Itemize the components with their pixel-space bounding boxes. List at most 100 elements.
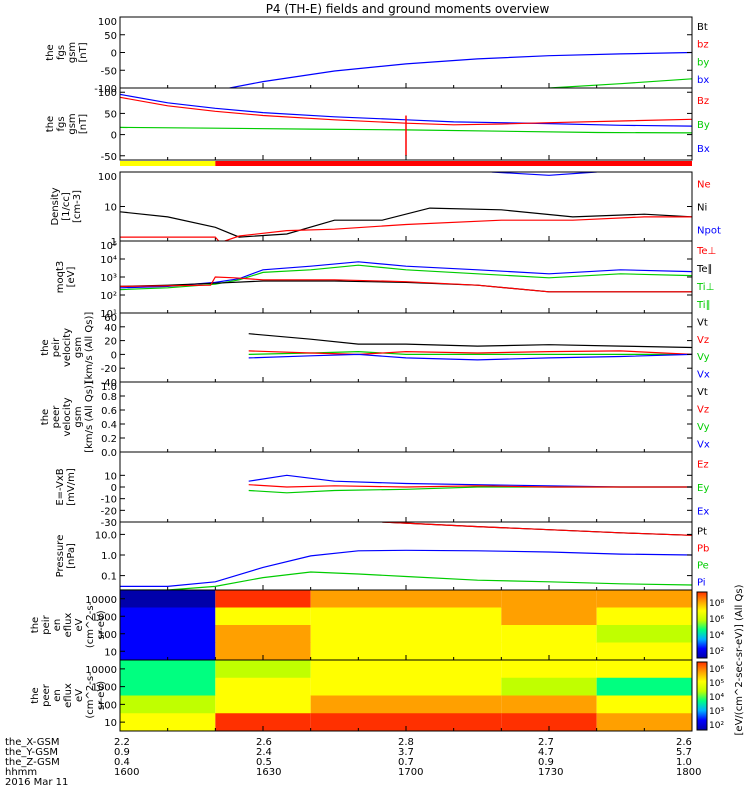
panel-7: E=-VxB[mV/m] 100-10-20-30 Ez Ey Ex: [55, 451, 709, 529]
y-axis-label: thepeirvelocitygsm[km/s (All Qs)]: [40, 312, 95, 384]
orbit-row-label: hhmm: [5, 767, 38, 778]
heatmap-cell: [215, 695, 311, 714]
colorbar-tick-label: 10⁸: [709, 599, 724, 609]
y-tick-label: 10000: [85, 665, 117, 676]
y-axis-label-line: peer: [51, 405, 62, 429]
panel-2: thefgsgsm[nT] 100 50 0 -50 Bz By Bx: [45, 87, 710, 166]
orbit-row: the_Y-GSM: [5, 748, 58, 758]
series-line-Vz: [248, 350, 692, 356]
legend-entry-Vx: Vx: [697, 439, 710, 450]
y-axis-label-line: eV: [74, 618, 85, 631]
y-axis-label-line: gsm: [67, 42, 78, 63]
legend-entry-By: By: [697, 120, 710, 131]
legend-entry-Pt: Pt: [697, 527, 707, 538]
legend-entry-Ni: Ni: [697, 203, 707, 214]
orbit-row-label: the_Z-GSM: [5, 757, 60, 768]
panel-frame: [119, 312, 693, 383]
y-tick-label: -50: [101, 152, 117, 163]
colorbar-tick-label: 10⁴: [709, 631, 724, 641]
heatmap-cell: [310, 590, 406, 608]
y-tick-label: -20: [101, 364, 117, 375]
panel-6: thepeervelocitygsm[km/s (All Qs)] 1.00.8 0…: [40, 381, 710, 459]
y-axis-label-line: eflux: [63, 683, 74, 708]
series-line-Ey: [248, 486, 692, 494]
series-group: [120, 172, 692, 241]
y-tick-label: -20: [101, 506, 117, 517]
panel-frame: [119, 381, 693, 453]
orbit-value: 2.2: [114, 737, 130, 748]
panel-9: thepeirenefluxeV(cm^2-s-sr-eV)1000010001…: [30, 589, 693, 661]
y-axis-label-line: fgs: [56, 45, 67, 60]
y-axis-label-line: en: [52, 619, 63, 632]
heatmap-cell: [596, 713, 692, 732]
legend-entry-by: by: [697, 57, 709, 68]
y-axis-label-line: (cm^2-s-: [85, 672, 96, 719]
orbit-value: 1700: [398, 767, 424, 778]
heatmap-cell: [120, 590, 216, 608]
heatmap-cell: [406, 625, 502, 643]
y-axis-label-line: the: [40, 339, 51, 355]
heatmap-cell: [406, 677, 502, 696]
orbit-value: 5.7: [676, 747, 692, 758]
orbit-value: 0.7: [398, 757, 414, 768]
heatmap-cell: [310, 660, 406, 679]
panel-frame: [119, 171, 693, 242]
y-tick-label: 10⁵: [100, 241, 117, 252]
y-axis-label-line: the: [45, 116, 56, 132]
y-tick-label: 10²: [100, 291, 117, 302]
orbit-value: 2.4: [256, 747, 272, 758]
y-axis-label-line: [1/cc]: [61, 192, 72, 221]
heatmap-cell: [596, 590, 692, 608]
orbit-value: 2.7: [538, 737, 554, 748]
colorbar-tick-label: 10²: [709, 721, 724, 731]
series-line-Ez: [248, 484, 692, 488]
orbit-row: the_Z-GSM: [5, 758, 60, 768]
series-group: [120, 522, 692, 590]
y-tick-label: 0.0: [101, 448, 117, 459]
y-axis-label-line: velocity: [62, 397, 73, 436]
y-tick-label: 100: [98, 172, 117, 183]
y-axis-label-line: eflux: [63, 613, 74, 638]
y-tick-label: 0: [111, 350, 117, 361]
series-line-Pb: [382, 522, 692, 536]
heatmap-cell: [406, 660, 502, 679]
series-line-by: [548, 78, 692, 88]
orbit-values: 2.2 0.9 0.4 1600: [114, 737, 139, 778]
legend-entry-bz: bz: [697, 40, 709, 51]
series-group: [120, 261, 692, 293]
heatmap-cell: [310, 713, 406, 732]
colorbar-tick-label: 10⁶: [709, 615, 724, 625]
heatmap-cell: [596, 660, 692, 679]
y-tick-label: 10: [104, 471, 117, 482]
legend-entry-Vz: Vz: [697, 335, 709, 346]
y-axis-label-line: peir: [41, 614, 52, 634]
legend-entry-Vx: Vx: [697, 369, 710, 380]
y-axis-label-line: sr-eV): [96, 610, 107, 639]
legend-entry-Vt: Vt: [697, 318, 708, 329]
orbit-value: 0.9: [538, 757, 554, 768]
y-axis-label-line: [nT]: [78, 114, 89, 134]
y-tick-label: 10¹: [100, 309, 117, 320]
y-axis-label: thepeerenefluxeV(cm^2-s-sr-eV): [30, 672, 107, 719]
y-tick-label: 10⁴: [100, 255, 117, 266]
legend-entry-Bz: Bz: [697, 96, 709, 107]
y-tick-label: 0.4: [101, 420, 117, 431]
orbit-value: 0.5: [256, 757, 272, 768]
series-line-Pi: [120, 549, 692, 588]
colorbar-label: [eV/(cm^2-sec-sr-eV)] (All Qs): [734, 584, 745, 735]
status-bar-segment: [120, 161, 216, 166]
y-axis-label-line: moqt3: [55, 261, 66, 294]
colorbar-tick-label: 10⁶: [709, 665, 724, 675]
y-tick-label: 10000: [85, 595, 117, 606]
y-tick-label: 100: [98, 17, 117, 28]
y-axis-label: E=-VxB[mV/m]: [55, 468, 77, 506]
y-axis-label-line: gsm: [67, 113, 78, 134]
heatmap-cell: [215, 590, 311, 608]
heatmap-cell: [120, 695, 216, 714]
orbit-value: 2.6: [676, 737, 692, 748]
colorbar-lower: [696, 661, 708, 731]
heatmap-cell: [120, 713, 216, 732]
legend-entry-Ti⊥: Ti⊥: [696, 282, 714, 293]
legend-entry-Npot: Npot: [697, 226, 721, 237]
panel-8: Pressure[nPa] 10.0 1.0 0.1 Pt Pb Pe Pi: [55, 521, 709, 591]
